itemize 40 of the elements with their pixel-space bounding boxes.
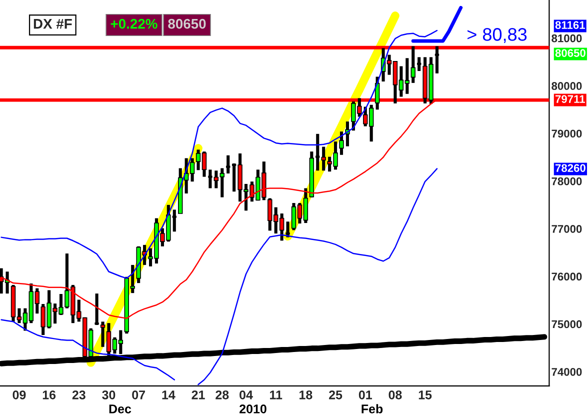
candlestick: [94, 294, 100, 325]
text: 78260: [555, 164, 586, 172]
candlestick: [339, 132, 344, 155]
y-tick-label: 74000: [552, 368, 582, 376]
text: 80650: [555, 49, 586, 57]
y-tick-label: 80000: [552, 82, 582, 90]
annotation: +0.22%: [110, 18, 158, 29]
x-tick-label: 18: [300, 390, 312, 400]
x-tick-label: 28: [216, 390, 229, 400]
y-tick-label: 77000: [552, 224, 582, 233]
candlestick: [410, 46, 416, 83]
text: 2010: [240, 404, 266, 414]
x-tick-label: 23: [72, 390, 86, 400]
x-tick-label: 04: [240, 390, 253, 400]
y-tick-label: 79000: [552, 130, 582, 138]
x-tick-label: 25: [329, 390, 342, 400]
text: Dec: [109, 404, 132, 414]
y-tick-label: 76000: [552, 272, 582, 281]
y-tick-label: 81000: [552, 34, 582, 42]
annotation: > 80,83: [468, 28, 527, 43]
x-tick-label: 30: [102, 390, 116, 400]
x-tick-label: 08: [388, 390, 402, 400]
x-tick-label: 14: [162, 390, 176, 400]
annotation: 80650: [168, 18, 206, 29]
y-tick-label: 78000: [552, 177, 582, 186]
x-tick-label: 21: [192, 390, 205, 400]
y-tick-label: 75000: [552, 320, 582, 328]
x-tick-label: 11: [270, 390, 282, 400]
x-tick-label: 01: [358, 390, 372, 400]
x-tick-label: 09: [12, 390, 26, 400]
text: DX #F: [34, 19, 72, 29]
text: 81161: [555, 21, 585, 29]
x-tick-label: 07: [132, 390, 145, 400]
text: Feb: [362, 404, 383, 414]
x-tick-label: 15: [418, 390, 432, 400]
candlestick: [220, 168, 224, 198]
text: 79711: [555, 95, 585, 103]
x-tick-label: 16: [42, 390, 56, 400]
candlestick: [100, 322, 106, 347]
candlestick: [284, 222, 291, 238]
